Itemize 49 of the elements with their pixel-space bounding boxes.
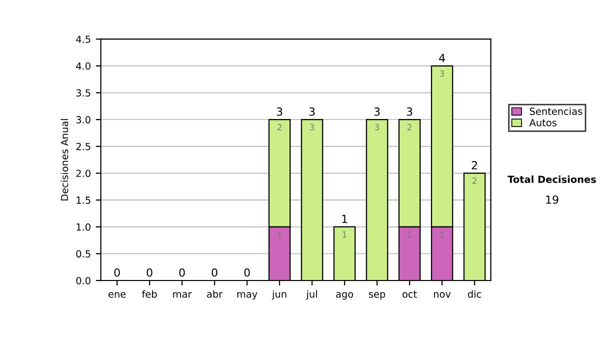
y-tick-label: 0.5 xyxy=(76,250,90,258)
y-tick-label: 1.0 xyxy=(76,223,90,231)
y-tick-label: 4.0 xyxy=(76,62,90,70)
y-tick-label: 3.5 xyxy=(76,89,90,97)
data-label: 3 xyxy=(310,124,314,130)
text: Total Decisiones xyxy=(508,175,596,184)
y-axis-title: Decisiones Anual xyxy=(60,119,68,200)
y-tick-label: 2.5 xyxy=(76,142,90,150)
total-label: 3 xyxy=(406,107,412,116)
total-label: 0 xyxy=(244,268,250,277)
y-tick-label: 2.0 xyxy=(76,170,90,178)
data-label: 2 xyxy=(408,124,412,130)
x-tick-label: dic xyxy=(468,290,482,298)
x-tick-label: sep xyxy=(368,292,386,300)
x-tick-label: ago xyxy=(336,292,354,300)
x-tick-label: mar xyxy=(173,292,192,298)
y-tick-label: 1.5 xyxy=(76,196,90,204)
x-tick-label: abr xyxy=(207,290,223,298)
y-tick-label: 4.5 xyxy=(76,36,90,43)
total-label: 0 xyxy=(114,268,120,277)
x-tick-label: jul xyxy=(306,290,317,300)
x-tick-label: oct xyxy=(402,290,417,298)
data-label: 2 xyxy=(472,178,476,184)
total-label: 3 xyxy=(374,107,380,116)
data-label: 3 xyxy=(375,124,380,130)
total-label: 0 xyxy=(146,268,152,277)
y-tick-label: 0.0 xyxy=(76,276,90,284)
total-label: 0 xyxy=(179,268,185,277)
total-label: 3 xyxy=(276,107,282,116)
legend-label: Sentencias xyxy=(530,107,582,115)
data-label: 3 xyxy=(440,70,444,77)
x-tick-label: feb xyxy=(142,290,157,298)
data-label: 1 xyxy=(408,231,412,238)
total-label: 0 xyxy=(212,268,218,277)
data-label: 1 xyxy=(342,231,346,238)
x-tick-label: nov xyxy=(434,292,451,298)
text: 19 xyxy=(546,195,558,204)
data-label: 2 xyxy=(278,124,282,130)
y-tick-label: 3.0 xyxy=(76,116,90,124)
total-label: 4 xyxy=(439,54,445,62)
total-label: 2 xyxy=(472,161,477,170)
x-tick-label: jun xyxy=(272,290,286,300)
x-tick-label: may xyxy=(237,292,258,300)
legend-label: Autos xyxy=(529,119,556,126)
total-label: 3 xyxy=(309,107,315,116)
x-tick-label: ene xyxy=(108,292,126,298)
total-label: 1 xyxy=(342,214,348,223)
data-label: 1 xyxy=(278,231,282,238)
data-label: 1 xyxy=(440,231,444,238)
